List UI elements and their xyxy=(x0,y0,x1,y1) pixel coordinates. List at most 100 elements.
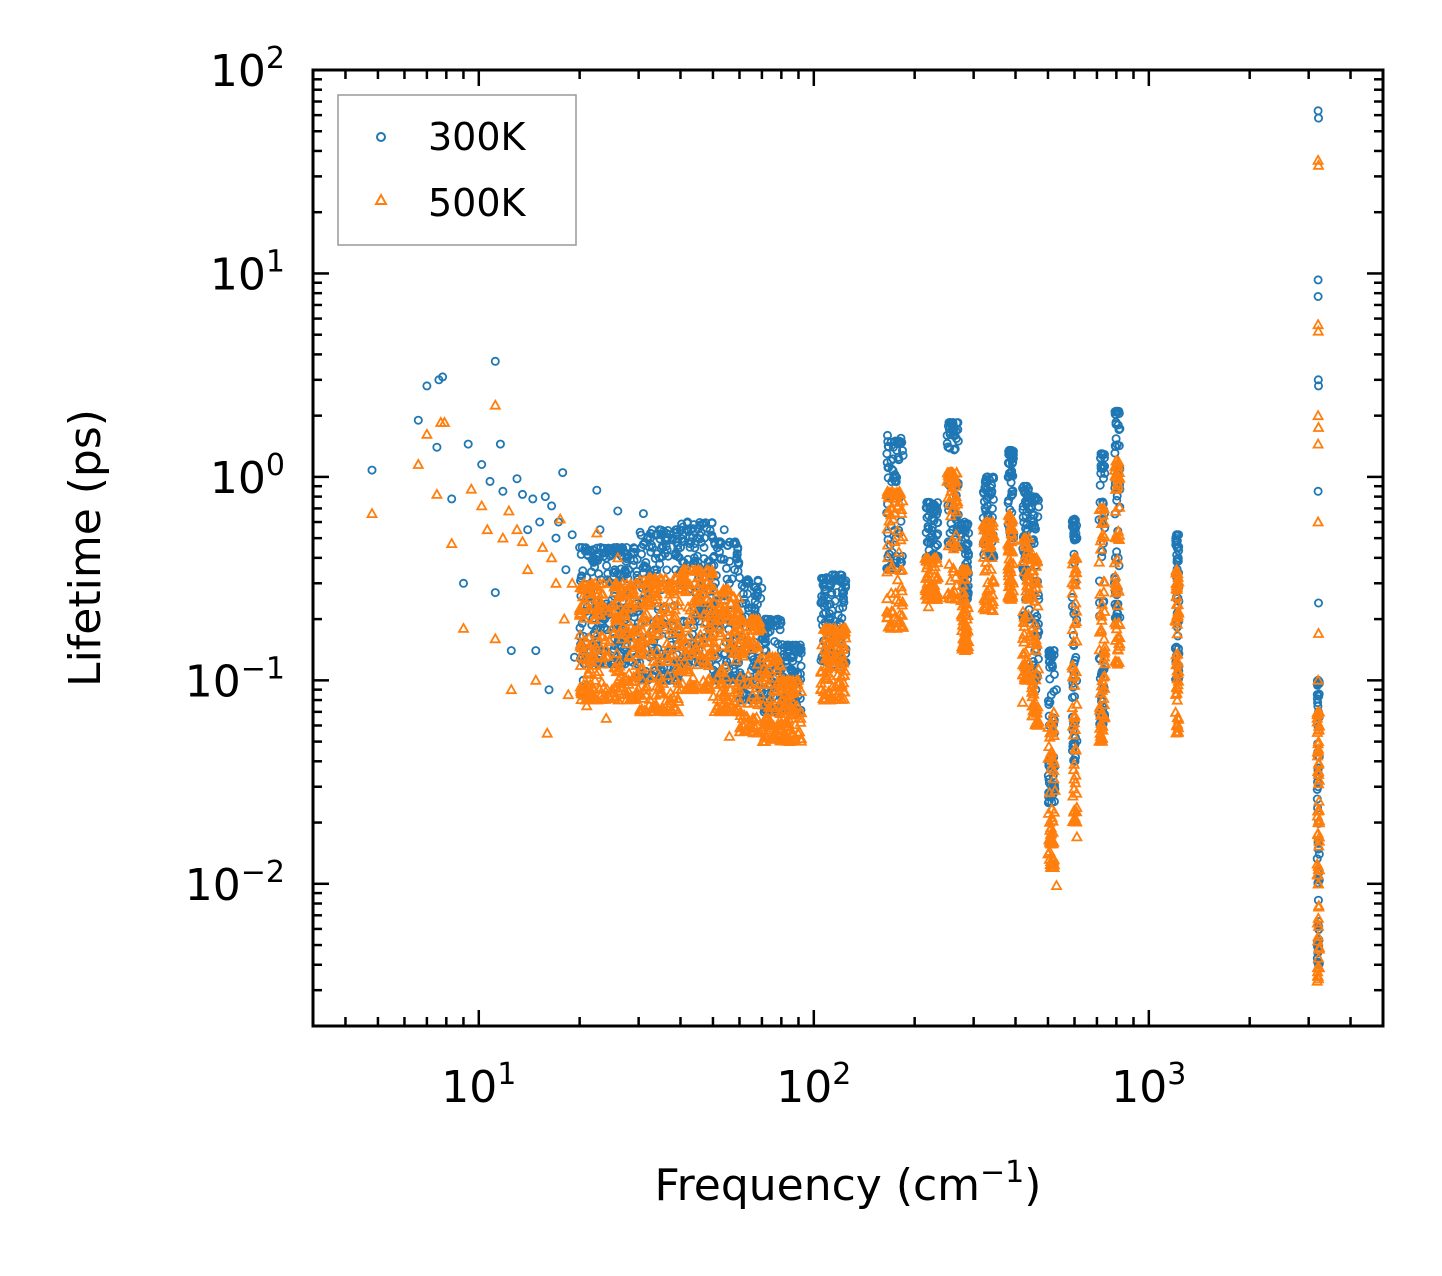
data-point-300k xyxy=(589,557,599,567)
data-point-500k xyxy=(1007,534,1020,545)
data-point-500k xyxy=(950,579,963,590)
data-point-500k xyxy=(577,644,590,655)
data-point-300k xyxy=(567,530,577,540)
data-point-300k xyxy=(1026,514,1036,524)
data-point-300k xyxy=(602,561,612,571)
data-point-500k xyxy=(644,671,657,683)
data-point-500k xyxy=(1047,706,1060,717)
data-point-500k xyxy=(1047,729,1061,740)
data-point-500k xyxy=(1111,657,1124,669)
data-point-500k xyxy=(635,662,648,674)
y-tick-label: 10−2 xyxy=(185,855,285,911)
data-point-500k xyxy=(445,537,458,548)
data-point-500k xyxy=(654,683,667,695)
data-point-500k xyxy=(641,641,654,653)
data-point-500k xyxy=(1028,626,1041,638)
data-point-500k xyxy=(1068,679,1081,690)
data-point-300k xyxy=(558,468,568,478)
data-point-500k xyxy=(748,614,762,626)
data-point-300k xyxy=(734,558,744,568)
data-point-500k xyxy=(1170,598,1183,609)
data-point-300k xyxy=(610,565,620,575)
data-point-500k xyxy=(985,551,998,562)
data-point-300k xyxy=(1049,669,1059,679)
data-point-500k xyxy=(677,566,690,578)
data-point-500k xyxy=(1112,524,1125,536)
data-point-500k xyxy=(457,622,470,633)
data-point-300k xyxy=(1314,113,1324,123)
y-tick-label: 101 xyxy=(210,244,285,300)
data-point-500k xyxy=(791,726,804,738)
x-axis-label-end: ) xyxy=(1024,1160,1041,1211)
data-point-500k xyxy=(986,597,999,609)
data-point-500k xyxy=(438,416,451,427)
data-point-500k xyxy=(737,614,750,626)
data-point-500k xyxy=(1094,534,1107,546)
data-point-300k xyxy=(770,615,780,625)
data-point-500k xyxy=(1004,591,1017,602)
data-point-500k xyxy=(1171,693,1184,705)
data-point-500k xyxy=(1098,657,1112,669)
data-point-500k xyxy=(660,654,673,666)
data-point-500k xyxy=(1096,731,1109,743)
data-point-500k xyxy=(562,688,575,700)
data-point-300k xyxy=(983,472,993,482)
data-point-500k xyxy=(636,703,649,715)
data-point-500k xyxy=(1068,716,1081,728)
data-point-300k xyxy=(655,534,665,544)
data-point-500k xyxy=(1312,877,1325,889)
data-point-500k xyxy=(767,719,780,731)
data-point-500k xyxy=(1172,605,1185,616)
data-point-500k xyxy=(643,698,656,710)
data-point-500k xyxy=(787,682,800,693)
data-point-500k xyxy=(1043,730,1056,742)
data-point-500k xyxy=(1312,421,1325,432)
data-point-500k xyxy=(677,632,691,644)
data-point-500k xyxy=(582,586,596,597)
data-point-300k xyxy=(648,543,658,553)
data-point-300k xyxy=(982,501,992,511)
data-point-500k xyxy=(505,683,518,695)
data-point-500k xyxy=(822,688,835,700)
data-point-500k xyxy=(890,593,903,605)
data-point-300k xyxy=(1111,406,1121,416)
data-point-500k xyxy=(957,572,970,583)
data-point-500k xyxy=(728,612,741,624)
data-point-500k xyxy=(1017,615,1030,627)
data-point-500k xyxy=(636,661,649,673)
data-point-500k xyxy=(1093,555,1106,567)
data-point-500k xyxy=(747,712,760,724)
data-point-500k xyxy=(613,659,626,671)
data-point-500k xyxy=(730,606,743,618)
data-point-500k xyxy=(675,631,689,643)
data-point-500k xyxy=(1044,715,1057,727)
data-point-500k xyxy=(949,479,962,491)
data-point-500k xyxy=(1312,816,1325,827)
data-point-500k xyxy=(1093,703,1106,715)
data-point-500k xyxy=(712,612,725,624)
data-point-500k xyxy=(549,576,563,588)
data-point-300k xyxy=(662,529,672,539)
data-point-500k xyxy=(1066,789,1079,801)
data-point-500k xyxy=(829,680,842,691)
data-point-500k xyxy=(1112,479,1125,491)
data-point-300k xyxy=(1112,440,1122,450)
plot-area-frame xyxy=(311,68,1385,1028)
data-point-500k xyxy=(927,563,940,575)
data-point-500k xyxy=(1069,768,1082,780)
data-point-500k xyxy=(977,550,990,562)
data-point-500k xyxy=(625,586,638,598)
data-point-500k xyxy=(624,692,637,703)
data-point-300k xyxy=(770,637,780,647)
data-point-500k xyxy=(1109,530,1122,541)
data-point-500k xyxy=(629,624,642,636)
data-point-500k xyxy=(614,676,627,688)
data-point-300k xyxy=(708,553,718,563)
data-point-500k xyxy=(1027,564,1040,576)
data-point-500k xyxy=(661,669,674,680)
data-point-500k xyxy=(1312,970,1325,981)
data-point-500k xyxy=(714,626,727,638)
legend-marker-300k xyxy=(376,132,386,142)
x-axis-label-main: Frequency (cm xyxy=(655,1160,981,1211)
data-point-500k xyxy=(727,647,740,658)
